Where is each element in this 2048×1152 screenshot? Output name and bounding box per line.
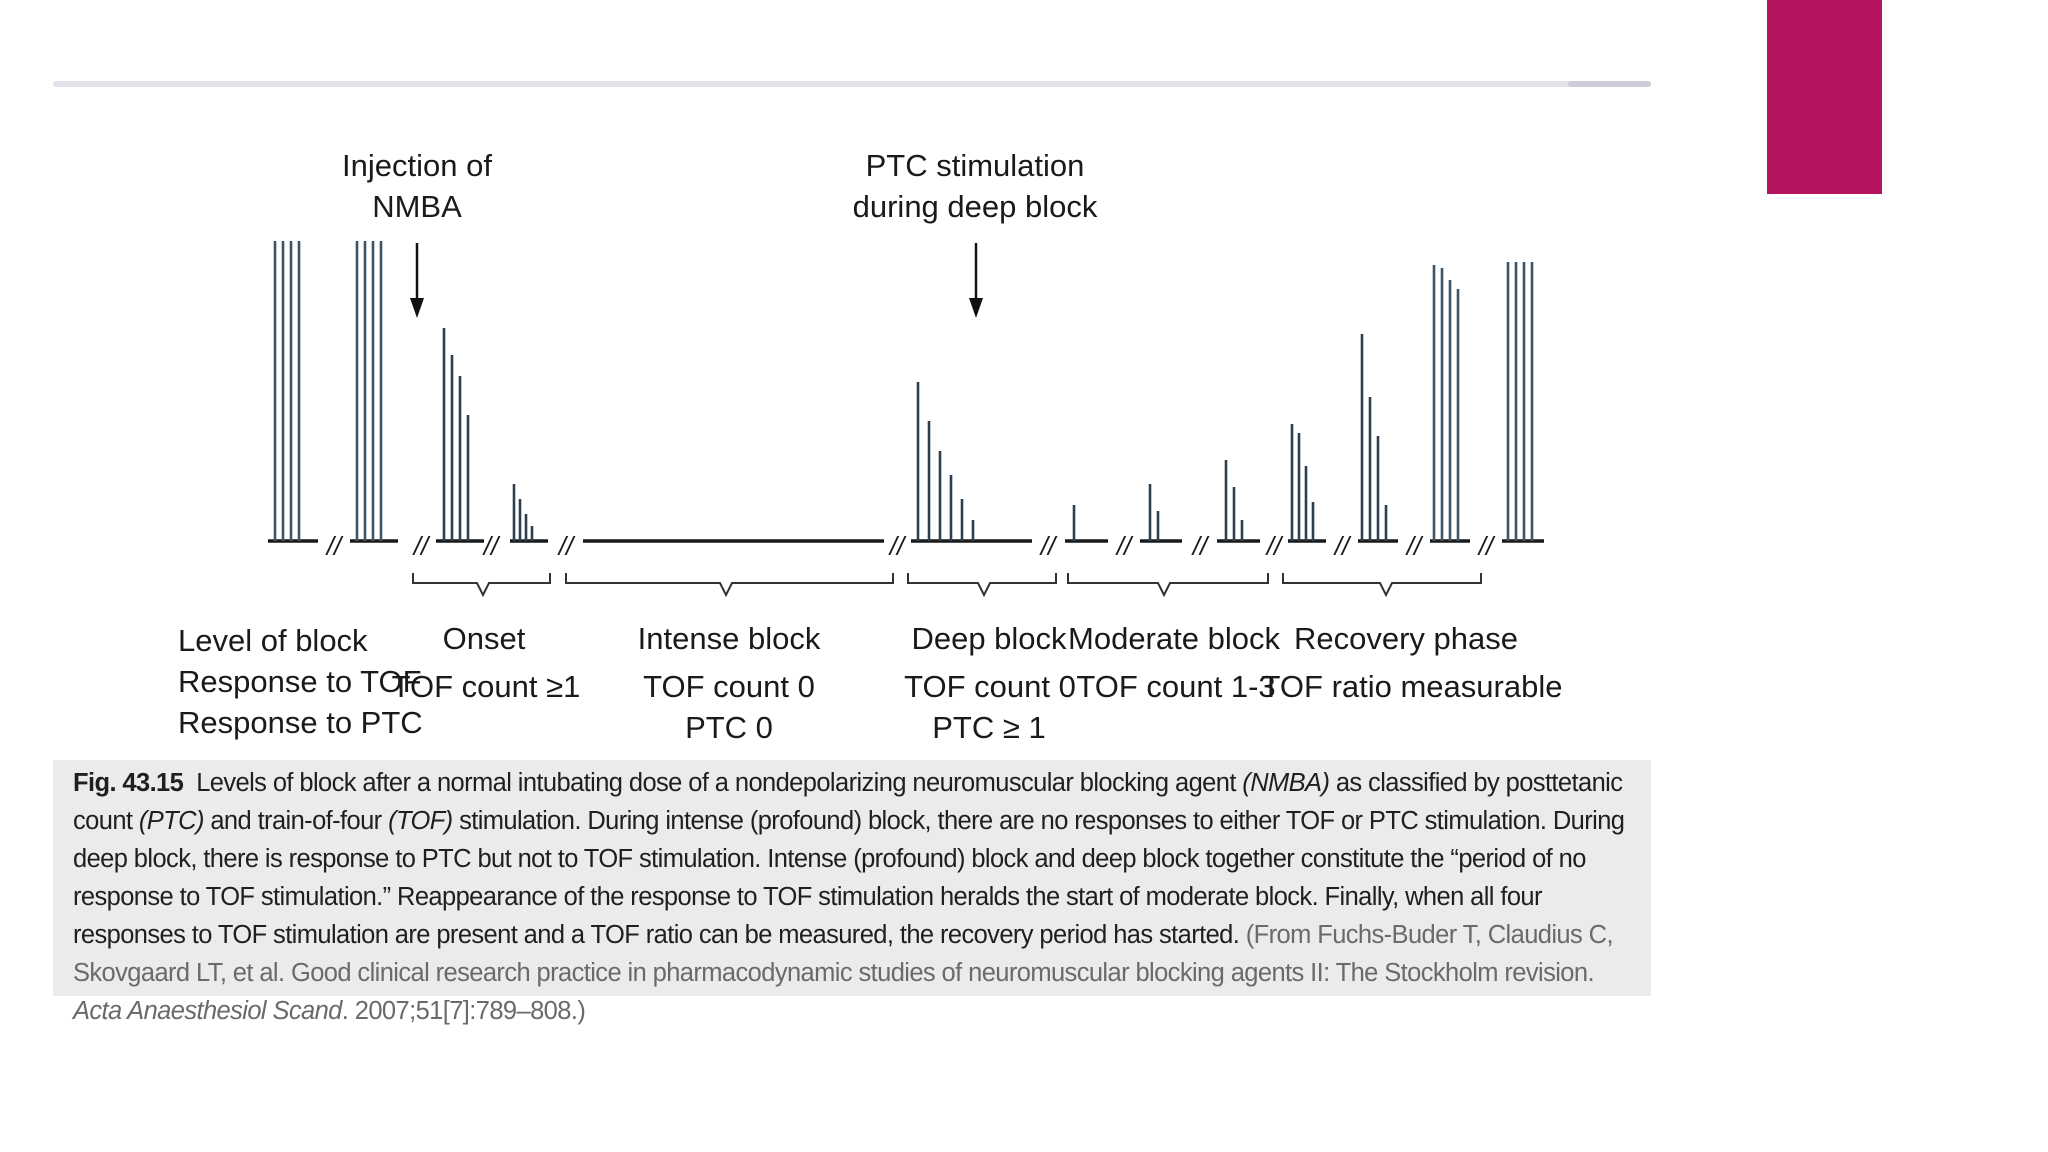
annotation-injection-line1: Injection of — [342, 148, 492, 183]
row-label-ptc: Response to PTC — [178, 705, 423, 740]
axis-breaks: // // // // // // // // // // // // — [325, 531, 1496, 561]
phase-moderate-name: Moderate block — [1068, 621, 1280, 656]
axis-break: // — [557, 531, 576, 561]
phase-moderate-tof: TOF count 1-3 — [1076, 669, 1275, 704]
source-journal: Acta Anaesthesiol Scand — [73, 997, 342, 1025]
axis-break: // — [1115, 531, 1134, 561]
caption-term: (PTC) — [138, 807, 205, 835]
annotation-ptc-line2: during deep block — [853, 189, 1098, 224]
axis-break: // — [1333, 531, 1352, 561]
caption-source: (From Fuchs-Buder T, Claudius C, Skovgaa… — [73, 921, 1614, 1025]
phase-deep-name: Deep block — [911, 621, 1067, 656]
caption-body: stimulation. During intense (profound) b… — [73, 807, 1625, 949]
phase-deep-tof: TOF count 0 — [904, 669, 1076, 704]
axis-break: // — [1477, 531, 1496, 561]
phase-recovery-tof: TOF ratio measurable — [1262, 669, 1563, 704]
phase-onset-name: Onset — [443, 621, 526, 656]
caption-text: Fig. 43.15 Levels of block after a norma… — [73, 764, 1633, 1030]
brace-deep — [907, 573, 1057, 598]
axis-break: // — [1191, 531, 1210, 561]
phase-intense-name: Intense block — [638, 621, 821, 656]
phase-deep-ptc: PTC ≥ 1 — [932, 710, 1045, 745]
row-label-level: Level of block — [178, 623, 368, 658]
source-text: (From Fuchs-Buder T, Claudius C, Skovgaa… — [73, 921, 1614, 987]
axis-break: // — [1265, 531, 1284, 561]
axis-break: // — [1405, 531, 1424, 561]
axis-break: // — [325, 531, 344, 561]
brace-intense — [565, 573, 894, 598]
slide-accent-bar — [1767, 0, 1882, 194]
top-divider — [53, 81, 1651, 87]
caption-term: (NMBA) — [1242, 769, 1330, 797]
phase-recovery-name: Recovery phase — [1294, 621, 1518, 656]
figure-number: Fig. 43.15 — [73, 769, 184, 797]
caption-term: (TOF) — [388, 807, 453, 835]
figure-caption: Fig. 43.15 Levels of block after a norma… — [53, 760, 1651, 1025]
arrow-down-icon — [410, 243, 424, 318]
axis-break: // — [1039, 531, 1058, 561]
nmba-block-diagram: Injection of NMBA PTC stimulation during… — [178, 148, 1563, 745]
axis-break: // — [482, 531, 501, 561]
caption-body: Levels of block after a normal intubatin… — [196, 769, 1243, 797]
row-label-tof: Response to TOF — [178, 664, 422, 699]
brace-recovery — [1282, 573, 1482, 598]
phase-intense-ptc: PTC 0 — [685, 710, 773, 745]
annotation-ptc-line1: PTC stimulation — [866, 148, 1085, 183]
brace-onset — [412, 573, 551, 598]
phase-intense-tof: TOF count 0 — [643, 669, 815, 704]
phase-onset-tof: TOF count ≥1 — [392, 669, 581, 704]
axis-break: // — [412, 531, 431, 561]
axis-break: // — [888, 531, 907, 561]
annotation-injection-line2: NMBA — [372, 189, 462, 224]
source-text: . 2007;51[7]:789–808.) — [341, 997, 586, 1025]
brace-moderate — [1067, 573, 1269, 598]
top-divider-end — [1568, 81, 1651, 87]
twitch-responses — [273, 241, 1534, 541]
caption-body: as classified by posttetanic count — [73, 769, 1623, 835]
caption-body: and train-of-four — [203, 807, 389, 835]
arrow-down-icon — [969, 243, 983, 318]
phase-braces — [412, 573, 1482, 598]
